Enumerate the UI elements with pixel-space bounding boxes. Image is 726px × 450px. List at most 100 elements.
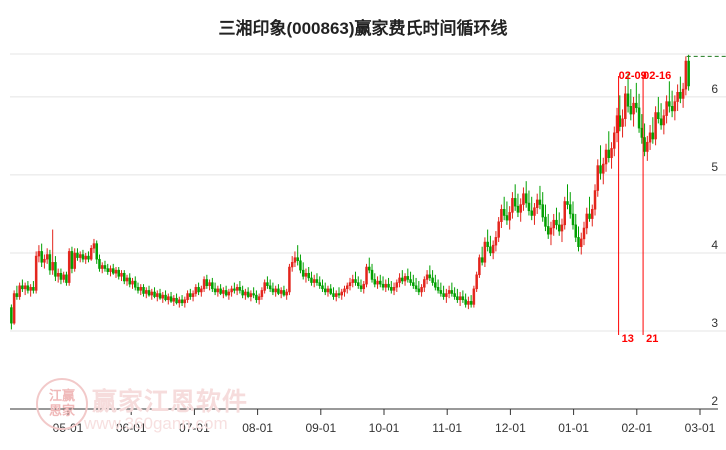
y-tick-label-6: 6 bbox=[711, 82, 718, 96]
candle-body bbox=[508, 212, 511, 221]
candle-body bbox=[235, 287, 239, 291]
candle-body bbox=[260, 290, 264, 297]
candle-body bbox=[136, 287, 140, 291]
candle-body bbox=[186, 293, 189, 301]
candle-body bbox=[357, 282, 360, 286]
candle-body bbox=[530, 210, 533, 216]
candle-body bbox=[461, 296, 465, 301]
candle-body bbox=[651, 132, 655, 140]
candle-body bbox=[615, 115, 619, 134]
candle-body bbox=[12, 293, 16, 324]
y-tick-label-4: 4 bbox=[711, 238, 718, 252]
fib-date-label-1: 02-09 bbox=[619, 70, 647, 82]
candle-body bbox=[522, 193, 525, 205]
candle-body bbox=[475, 274, 478, 290]
candle-body bbox=[56, 272, 60, 277]
candle-body bbox=[337, 293, 341, 296]
candle-body bbox=[458, 296, 462, 301]
candle-body bbox=[580, 238, 583, 247]
candle-body bbox=[202, 279, 206, 290]
candle-body bbox=[434, 282, 437, 288]
candle-body bbox=[332, 293, 335, 297]
candle-body bbox=[345, 285, 349, 290]
candle-body bbox=[172, 297, 176, 302]
candle-body bbox=[81, 254, 85, 260]
candle-body bbox=[381, 283, 385, 288]
candle-body bbox=[365, 266, 368, 285]
candle-body bbox=[323, 288, 327, 293]
candle-body bbox=[340, 291, 343, 296]
candle-body bbox=[373, 279, 377, 285]
candle-body bbox=[161, 294, 165, 299]
candle-body bbox=[351, 279, 355, 283]
candle-body bbox=[624, 93, 627, 120]
x-tick-label-03-01: 03-01 bbox=[685, 421, 716, 435]
candle-body bbox=[414, 285, 418, 290]
candle-body bbox=[370, 269, 374, 280]
candle-body bbox=[497, 221, 500, 238]
candle-body bbox=[92, 243, 96, 249]
candle-body bbox=[621, 118, 624, 127]
candle-body bbox=[403, 276, 407, 282]
candle-body bbox=[648, 132, 652, 143]
candle-body bbox=[43, 258, 46, 263]
candle-body bbox=[271, 288, 275, 293]
candle-body bbox=[541, 204, 544, 218]
candle-body bbox=[252, 293, 255, 296]
candle-body bbox=[238, 287, 242, 291]
candle-body bbox=[266, 282, 269, 286]
candle-body bbox=[321, 285, 324, 290]
candle-body bbox=[213, 288, 217, 293]
candle-body bbox=[285, 291, 288, 296]
candle-body bbox=[425, 274, 429, 280]
candle-body bbox=[387, 283, 390, 288]
fib-date-label-2: 02-16 bbox=[643, 70, 671, 82]
candle-body bbox=[224, 290, 228, 296]
candle-body bbox=[84, 255, 87, 260]
candle-body bbox=[376, 280, 379, 285]
candle-body bbox=[194, 287, 198, 294]
candle-body bbox=[657, 112, 660, 120]
candle-body bbox=[139, 287, 143, 291]
candle-body bbox=[296, 257, 299, 262]
candle-body bbox=[527, 202, 531, 212]
candle-body bbox=[180, 299, 184, 304]
candle-body bbox=[189, 293, 192, 297]
candle-body bbox=[158, 293, 162, 299]
candle-body bbox=[491, 244, 495, 254]
candle-body bbox=[384, 283, 388, 288]
candle-body bbox=[494, 237, 498, 246]
candle-body bbox=[117, 269, 120, 277]
candle-body bbox=[546, 226, 550, 235]
candle-body bbox=[78, 254, 82, 258]
candle-body bbox=[65, 274, 68, 283]
candle-body bbox=[516, 205, 520, 213]
candle-body bbox=[62, 274, 65, 280]
candle-body bbox=[89, 248, 93, 260]
candle-body bbox=[445, 293, 448, 297]
candle-body bbox=[257, 296, 261, 301]
candle-body bbox=[26, 285, 30, 291]
candle-body bbox=[145, 290, 148, 294]
candle-body bbox=[67, 251, 71, 283]
candle-body bbox=[109, 268, 112, 272]
candle-body bbox=[635, 102, 638, 109]
candle-body bbox=[315, 279, 319, 283]
x-tick-label-11-01: 11-01 bbox=[432, 421, 462, 435]
candle-body bbox=[37, 251, 41, 257]
candle-body bbox=[293, 257, 297, 263]
x-tick-label-06-01: 06-01 bbox=[116, 421, 147, 435]
candle-body bbox=[472, 288, 476, 305]
candle-body bbox=[100, 265, 104, 269]
candle-body bbox=[255, 294, 258, 301]
candle-body bbox=[111, 268, 115, 274]
candle-body bbox=[469, 301, 473, 305]
candle-body bbox=[114, 269, 118, 274]
candle-body bbox=[219, 288, 222, 294]
candle-body bbox=[279, 290, 283, 294]
candle-body bbox=[599, 165, 602, 174]
candle-body bbox=[246, 291, 250, 297]
candle-body bbox=[178, 299, 181, 304]
candle-body bbox=[610, 148, 613, 159]
